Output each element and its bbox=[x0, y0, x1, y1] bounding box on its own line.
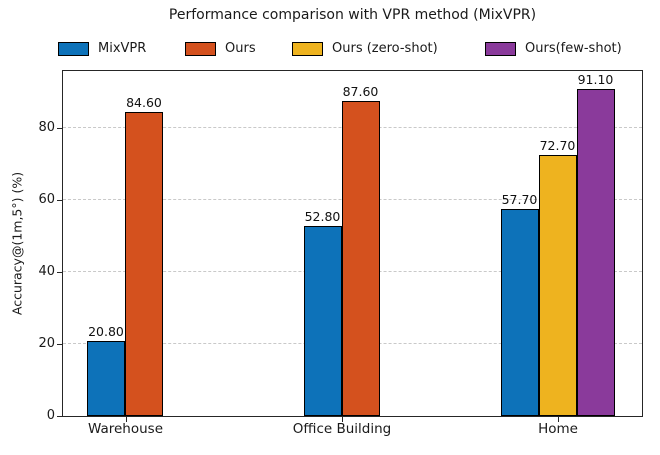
y-tick-label: 60 bbox=[38, 191, 55, 207]
x-tick-mark bbox=[342, 417, 343, 422]
bar-value-label: 52.80 bbox=[304, 209, 341, 225]
bar bbox=[576, 88, 615, 416]
legend-swatch-icon bbox=[485, 41, 516, 56]
legend-item: Ours (zero-shot) bbox=[292, 41, 438, 56]
bar bbox=[538, 154, 577, 416]
legend-swatch-icon bbox=[58, 41, 89, 56]
y-tick-label: 80 bbox=[38, 119, 55, 135]
y-tick-label: 40 bbox=[38, 263, 55, 279]
bar-value-label: 72.70 bbox=[539, 137, 576, 153]
x-tick-label: Office Building bbox=[292, 421, 392, 437]
y-tick-label: 20 bbox=[38, 335, 55, 351]
y-tick-mark bbox=[57, 343, 62, 345]
bar-value-label: 57.70 bbox=[501, 191, 538, 207]
y-tick-mark bbox=[57, 199, 62, 201]
legend-label: Ours(few-shot) bbox=[525, 41, 622, 56]
legend-label: Ours bbox=[225, 41, 256, 56]
bar-value-label: 84.60 bbox=[126, 94, 162, 110]
x-tick-label: Home bbox=[538, 421, 578, 437]
plot-area: 20.80 84.60 52.80 87.60 57.70 72.70 91.10 bbox=[62, 70, 643, 417]
legend-swatch-icon bbox=[292, 41, 323, 56]
x-tick-label: Warehouse bbox=[87, 421, 164, 437]
y-axis-label: Accuracy@(1m,5°) (%) bbox=[9, 171, 25, 316]
bar bbox=[125, 111, 163, 416]
bar-value-label: 87.60 bbox=[342, 84, 379, 100]
legend-label: MixVPR bbox=[98, 41, 147, 56]
y-tick-mark bbox=[57, 127, 62, 129]
legend-label: Ours (zero-shot) bbox=[332, 41, 438, 56]
y-tick-mark bbox=[57, 415, 62, 417]
legend-item: Ours bbox=[185, 41, 256, 56]
bar-value-label: 91.10 bbox=[577, 71, 614, 87]
bar bbox=[500, 208, 539, 416]
bar bbox=[87, 341, 125, 416]
legend-swatch-icon bbox=[185, 41, 216, 56]
bar-value-label: 20.80 bbox=[88, 324, 124, 340]
legend-item: Ours(few-shot) bbox=[485, 41, 622, 56]
y-tick-mark bbox=[57, 271, 62, 273]
x-tick-mark bbox=[125, 417, 127, 422]
chart-title: Performance comparison with VPR method (… bbox=[168, 7, 537, 23]
legend-item: MixVPR bbox=[58, 41, 146, 56]
x-tick-mark bbox=[558, 417, 559, 422]
bar bbox=[341, 101, 380, 416]
bar bbox=[303, 226, 342, 416]
y-tick-label: 0 bbox=[46, 407, 55, 423]
